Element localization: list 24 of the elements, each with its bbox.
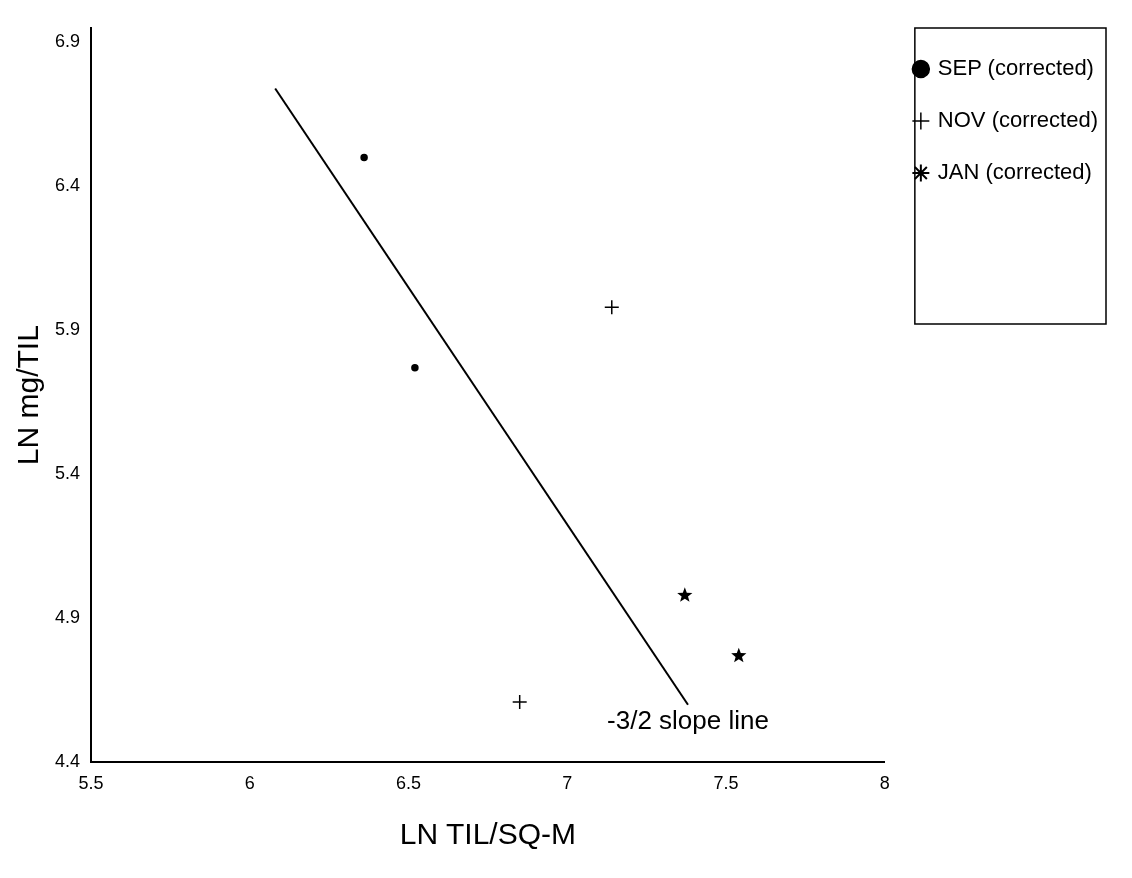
x-tick-label: 6.5 <box>396 773 422 794</box>
x-axis-title: LN TIL/SQ-M <box>399 817 577 851</box>
point <box>677 587 693 602</box>
y-tick-label: 6.9 <box>54 31 81 52</box>
point <box>604 299 620 316</box>
x-tick-label: 7 <box>562 773 573 794</box>
y-tick-label: 5.4 <box>54 463 81 484</box>
x-tick-label: 8 <box>879 773 890 794</box>
y-tick-label: 4.4 <box>54 751 81 772</box>
legend-label: SEP (corrected) <box>937 55 1094 81</box>
x-tick-label: 5.5 <box>78 773 104 794</box>
point <box>360 153 368 162</box>
x-tick-label: 7.5 <box>713 773 739 794</box>
legend-label: NOV (corrected) <box>937 107 1099 133</box>
y-tick-label: 5.9 <box>54 319 81 340</box>
y-axis-title: LN mg/TIL <box>11 325 45 466</box>
legend-label: JAN (corrected) <box>937 159 1092 185</box>
x-tick-label: 6 <box>244 773 255 794</box>
y-tick-label: 4.9 <box>54 607 81 628</box>
annotation: -3/2 slope line <box>607 704 769 735</box>
point <box>511 694 528 710</box>
point <box>411 364 419 372</box>
y-tick-label: 6.4 <box>54 175 81 196</box>
point <box>731 647 747 663</box>
